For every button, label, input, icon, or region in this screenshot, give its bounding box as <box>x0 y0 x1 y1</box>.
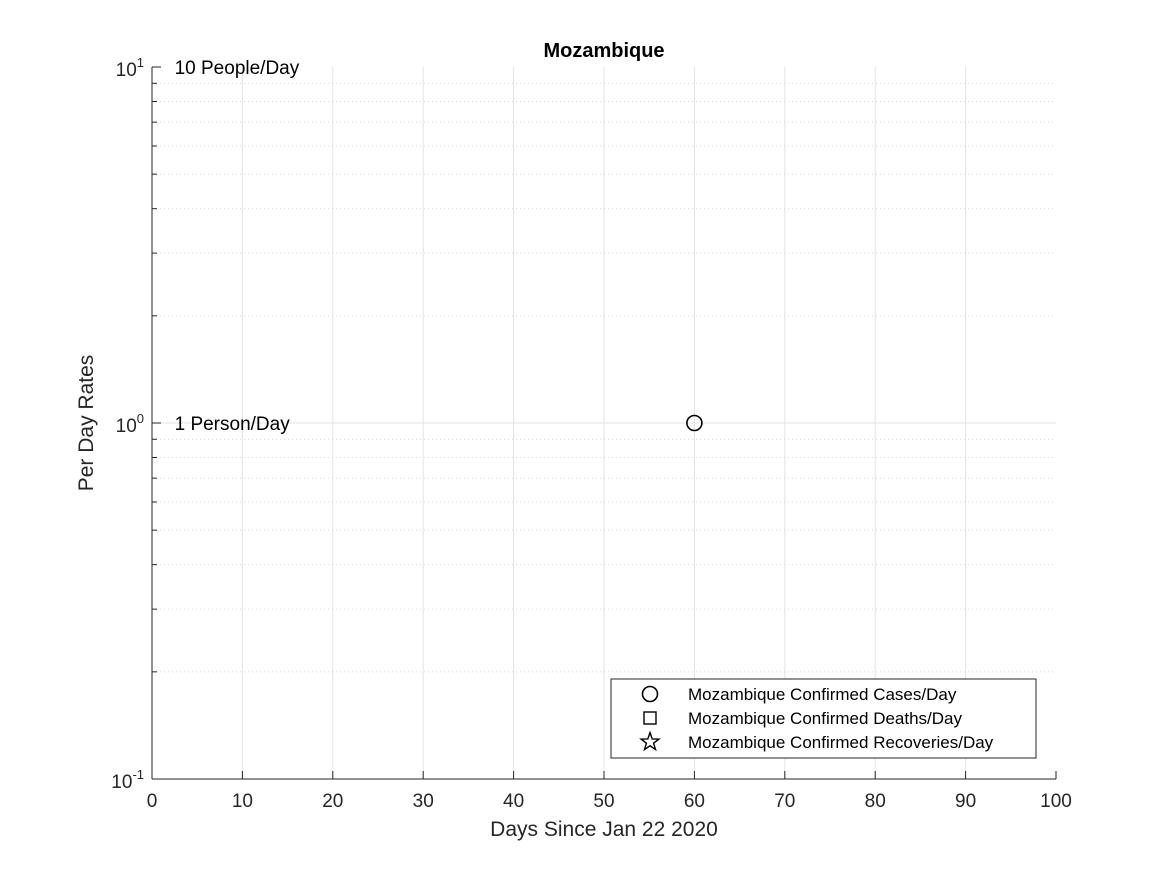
x-tick-label: 100 <box>1040 791 1072 812</box>
legend-marker-circle <box>641 685 659 703</box>
grid <box>152 67 1056 779</box>
legend-entry-label: Mozambique Confirmed Recoveries/Day <box>688 733 994 752</box>
chart-title: Mozambique <box>543 40 664 62</box>
legend-entry-label: Mozambique Confirmed Cases/Day <box>688 685 957 704</box>
legend-marker-star <box>639 730 661 752</box>
annotation-label: 10 People/Day <box>175 58 300 79</box>
x-tick-label: 10 <box>232 791 253 812</box>
x-tick-label: 20 <box>322 791 343 812</box>
x-tick-label: 70 <box>774 791 795 812</box>
x-tick-label: 50 <box>593 791 614 812</box>
x-tick-label: 80 <box>865 791 886 812</box>
legend-box <box>610 678 1037 759</box>
x-tick-label: 0 <box>147 791 158 812</box>
y-tick-label: 101 <box>116 55 144 81</box>
axes: 0 10 20 30 40 50 60 70 80 90 100 10-1 100 101 10 Peopl… <box>111 55 1072 812</box>
x-axis-label: Days Since Jan 22 2020 <box>490 818 718 841</box>
y-axis-label: Per Day Rates <box>75 355 98 492</box>
y-tick-label: 100 <box>116 411 144 437</box>
x-tick-label: 60 <box>684 791 705 812</box>
y-tick-label: 10-1 <box>111 767 144 793</box>
x-tick-label: 40 <box>503 791 524 812</box>
annotation-label: 1 Person/Day <box>175 414 291 435</box>
data-point-circle <box>686 414 703 432</box>
x-tick-label: 30 <box>413 791 434 812</box>
data-marks <box>686 414 703 432</box>
legend-entry-label: Mozambique Confirmed Deaths/Day <box>688 709 963 728</box>
legend-marker-square <box>643 711 657 725</box>
x-tick-label: 90 <box>955 791 976 812</box>
legend: Mozambique Confirmed Cases/Day Mozambique… <box>610 678 1037 759</box>
